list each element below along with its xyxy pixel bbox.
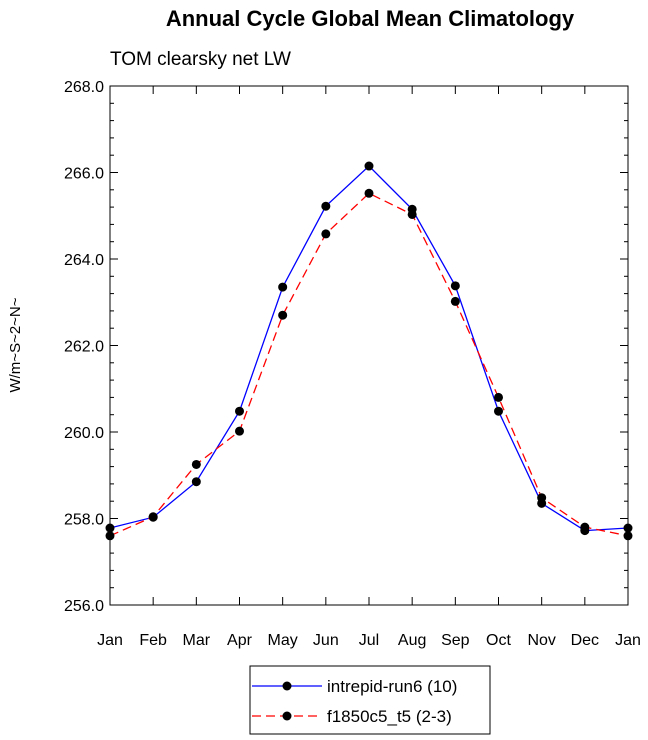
- y-tick-label: 256.0: [64, 598, 104, 615]
- data-point-series-2: [105, 531, 115, 541]
- data-point-series-1: [278, 282, 288, 292]
- chart-title: Annual Cycle Global Mean Climatology: [166, 6, 575, 31]
- data-point-series-2: [623, 531, 633, 541]
- series-line-2: [109, 192, 629, 537]
- data-point-series-1: [450, 281, 460, 291]
- y-tick-label: 266.0: [64, 166, 104, 183]
- data-point-series-1: [364, 161, 374, 171]
- data-point-series-2: [278, 310, 288, 320]
- x-tick-label: Aug: [398, 632, 426, 649]
- y-tick-label: 268.0: [64, 79, 104, 96]
- x-tick-label: Nov: [527, 632, 555, 649]
- data-point-series-2: [407, 209, 417, 219]
- series-layer: [105, 161, 633, 541]
- x-tick-label: Jun: [313, 632, 339, 649]
- data-point-series-1: [191, 477, 201, 487]
- chart-subtitle: TOM clearsky net LW: [110, 49, 291, 70]
- data-point-series-1: [623, 523, 633, 533]
- x-tick-label: Oct: [486, 632, 511, 649]
- x-tick-label: Apr: [227, 632, 253, 649]
- y-tick-label: 260.0: [64, 425, 104, 442]
- data-point-series-2: [537, 493, 547, 503]
- legend-marker-series-2: [282, 711, 292, 721]
- data-point-series-2: [148, 512, 158, 522]
- y-tick-label: 262.0: [64, 339, 104, 356]
- legend-marker-series-1: [282, 681, 292, 691]
- x-tick-label: Feb: [139, 632, 167, 649]
- x-tick-label: Sep: [441, 632, 470, 649]
- data-point-series-2: [450, 296, 460, 306]
- series-line-1: [109, 165, 629, 532]
- y-tick-label: 258.0: [64, 512, 104, 529]
- data-point-series-1: [235, 406, 244, 416]
- x-tick-label: Dec: [571, 632, 599, 649]
- data-point-series-2: [580, 522, 590, 532]
- x-tick-label: Jan: [615, 632, 641, 649]
- data-point-series-2: [494, 392, 503, 402]
- data-point-series-1: [321, 201, 331, 211]
- x-tick-label: Mar: [183, 632, 211, 649]
- x-tick-label: Jul: [359, 632, 379, 649]
- data-point-series-2: [235, 426, 244, 436]
- y-tick-label: 264.0: [64, 252, 104, 269]
- legend-label-series-2: f1850c5_t5 (2-3): [327, 707, 452, 726]
- data-point-series-2: [191, 459, 201, 469]
- y-axis-label: W/m~S~2~N~: [7, 297, 24, 392]
- legend-label-series-1: intrepid-run6 (10): [327, 677, 457, 696]
- x-tick-label: May: [268, 632, 298, 649]
- data-point-series-2: [321, 229, 331, 239]
- legend-box: [249, 665, 491, 735]
- x-tick-label: Jan: [97, 632, 123, 649]
- legend: intrepid-run6 (10) f1850c5_t5 (2-3): [249, 665, 491, 735]
- axes: 256.0 258.0 260.0 262.0 264.0 266.0 268.0 Jan Fe…: [64, 79, 641, 649]
- data-point-series-1: [494, 406, 503, 416]
- data-point-series-1: [105, 523, 115, 533]
- data-point-series-2: [364, 188, 374, 198]
